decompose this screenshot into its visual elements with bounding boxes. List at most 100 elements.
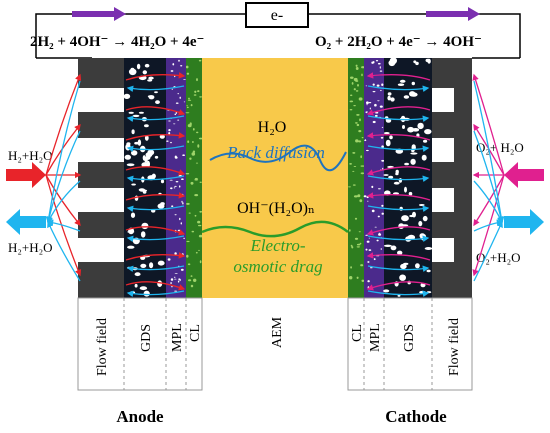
cl-particle (349, 100, 354, 103)
oxygen-transport-arrow (366, 252, 431, 261)
water-exhaust-arrow (473, 180, 503, 224)
cl-particle (186, 240, 190, 243)
water-transport-arrow (367, 85, 430, 92)
layer-labels-right: CL MPL GDS Flow field (347, 297, 473, 391)
gds-pore (395, 172, 399, 176)
cl-particle (353, 88, 356, 91)
gds-pore (130, 67, 135, 70)
mpl-pore (170, 282, 173, 284)
cl-particle (192, 128, 195, 131)
cl-particle (349, 109, 353, 111)
water-exhaust-arrow (473, 130, 504, 224)
water-exhaust-arrow (46, 130, 81, 224)
cathode-label: Cathode (385, 407, 447, 426)
cl-particle (190, 104, 193, 107)
mpl-pore (177, 229, 181, 232)
cl-particle (197, 90, 200, 93)
cl-particle (358, 231, 361, 233)
cl-particle (187, 99, 192, 101)
right-layer-mpl: MPL (368, 323, 383, 352)
mpl-pore (377, 188, 381, 190)
gds-pore (399, 79, 406, 83)
mpl-pore (368, 237, 371, 239)
cl-particle (194, 214, 197, 217)
cl-particle (358, 140, 362, 143)
mpl-pore (170, 278, 174, 281)
gds-pore (144, 156, 148, 163)
gds-pore (424, 129, 432, 135)
cl-particle (196, 131, 199, 134)
gds-pore (134, 141, 139, 145)
cl-particle (356, 123, 360, 127)
cl-particle (198, 59, 202, 62)
gds-pore (136, 63, 141, 70)
cl-particle (199, 181, 202, 183)
mpl-pore (381, 83, 384, 86)
mpl-pore (380, 136, 384, 139)
hydrogen-transport-arrow (125, 281, 186, 291)
cl-particle (188, 97, 190, 100)
cl-particle (194, 177, 198, 180)
gds-pore (400, 263, 407, 270)
gds-pore (415, 61, 419, 66)
cl-particle (354, 237, 359, 240)
mpl-pore (167, 258, 171, 261)
cathode-outlet-arrow (504, 209, 544, 235)
mpl-pore (177, 280, 180, 283)
gds-pore (397, 294, 401, 297)
gds-pore (404, 186, 407, 193)
gds-pore (390, 245, 397, 251)
gds-pore (410, 92, 418, 97)
mpl-pore (381, 126, 384, 128)
gds-pore (393, 181, 400, 185)
hydrogen-transport-arrow (125, 132, 186, 141)
water-transport-arrow (126, 115, 185, 122)
mpl-pore (378, 232, 380, 235)
gds-pore (383, 289, 390, 293)
gds-pore (408, 191, 413, 196)
cl-particle (194, 194, 199, 197)
left-layer-flow-field: Flow field (95, 318, 110, 376)
cl-particle (188, 212, 191, 214)
gds-pore (397, 250, 403, 255)
gds-pore (388, 175, 394, 179)
mpl-pore (175, 181, 179, 183)
mpl-pore (363, 195, 367, 198)
cl-particle (358, 130, 362, 133)
cl-particle (361, 73, 363, 77)
oxygen-transport-arrow (366, 106, 431, 116)
cl-particle (360, 264, 364, 267)
mpl-pore (183, 237, 185, 240)
mpl-pore (174, 273, 178, 274)
cl-particle (197, 144, 200, 148)
oxygen-transport-arrow (366, 192, 431, 201)
hydrogen-feed-arrow (45, 73, 82, 176)
mpl-pore (182, 202, 184, 205)
mpl-pore (374, 114, 378, 117)
mpl-pore (372, 61, 375, 64)
layer-label-center: AEM (270, 316, 285, 348)
mpl-pore (173, 276, 176, 278)
water-transport-arrow (126, 290, 185, 297)
cl-particle (352, 184, 356, 186)
mpl-pore (180, 65, 183, 67)
cl-particle (189, 157, 192, 160)
mpl-pore (368, 102, 372, 104)
water-transport-arrow (367, 115, 430, 122)
gds-pore (426, 269, 431, 273)
hydrogen-transport-arrow (125, 226, 186, 236)
cl-particle (349, 163, 352, 165)
eod-label-line2: osmotic drag (233, 257, 322, 276)
cl-particle (360, 172, 365, 175)
cl-particle (187, 263, 191, 266)
cl-particle (359, 199, 363, 203)
cl-particle (185, 112, 190, 114)
mpl-pore (370, 267, 373, 269)
anode-inlet-arrow (6, 162, 46, 188)
cl-particle (350, 76, 354, 79)
mpl-pore (372, 120, 376, 124)
mpl-pore (174, 185, 177, 187)
cl-particle (349, 276, 353, 280)
water-label: H₂O (258, 119, 287, 136)
mpl-pore (381, 204, 384, 207)
